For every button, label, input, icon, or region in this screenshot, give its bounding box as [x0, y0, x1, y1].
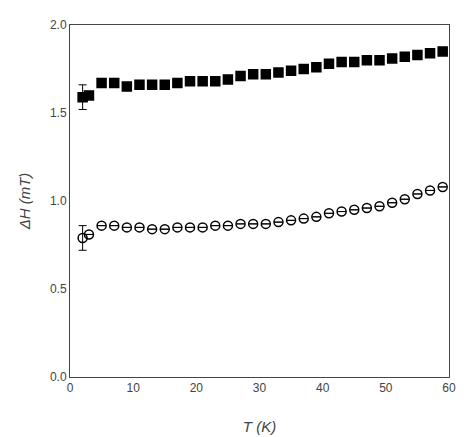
svg-text:50: 50 — [379, 381, 393, 395]
svg-text:0.5: 0.5 — [50, 282, 67, 296]
svg-text:20: 20 — [190, 381, 204, 395]
svg-text:10: 10 — [126, 381, 140, 395]
svg-text:1.5: 1.5 — [50, 106, 67, 120]
svg-text:0: 0 — [67, 381, 74, 395]
svg-text:2.0: 2.0 — [50, 18, 67, 32]
svg-text:40: 40 — [316, 381, 330, 395]
svg-text:1.0: 1.0 — [50, 194, 67, 208]
svg-text:ΔH (mT): ΔH (mT) — [16, 173, 33, 231]
svg-text:T (K): T (K) — [243, 418, 276, 435]
svg-text:60: 60 — [442, 381, 456, 395]
svg-text:0.0: 0.0 — [50, 370, 67, 384]
svg-text:30: 30 — [253, 381, 267, 395]
